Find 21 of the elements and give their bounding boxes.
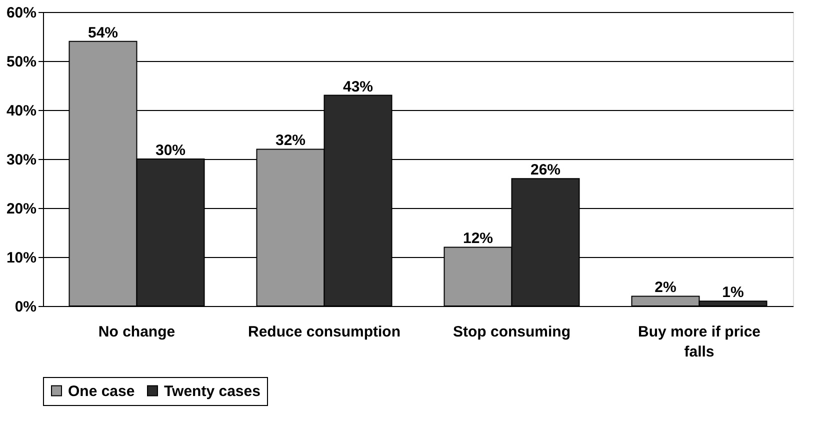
y-tick-label: 10%	[6, 250, 36, 266]
data-label: 30%	[155, 142, 186, 159]
data-label: 26%	[530, 162, 561, 179]
y-tick-label: 40%	[6, 102, 36, 120]
y-tick-label: 60%	[6, 4, 36, 22]
y-tick-label: 30%	[6, 152, 36, 168]
data-label: 2%	[654, 279, 676, 296]
legend-label: Twenty cases	[164, 382, 260, 400]
data-label: 1%	[722, 284, 744, 302]
x-tick-label: Stop consuming	[453, 324, 570, 340]
y-tick-label: 0%	[14, 298, 36, 316]
x-tick-label: Reduce consumption	[248, 324, 401, 340]
x-tick-label: Buy more if price falls	[638, 324, 761, 360]
y-tick-label: 20%	[6, 200, 36, 218]
legend-label: One case	[68, 382, 135, 400]
y-tick-label: 50%	[6, 54, 36, 70]
data-label: 43%	[342, 78, 374, 96]
data-label: 12%	[462, 230, 494, 248]
data-label: 54%	[88, 24, 118, 42]
data-label: 32%	[275, 132, 306, 150]
x-tick-label: No change	[98, 324, 176, 340]
